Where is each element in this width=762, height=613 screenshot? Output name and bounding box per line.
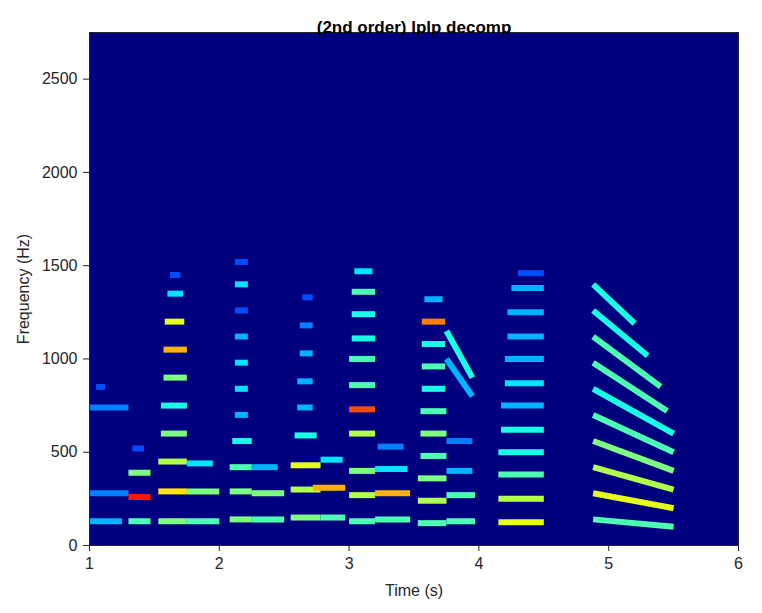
svg-text:5: 5 — [604, 555, 613, 572]
svg-text:1500: 1500 — [42, 257, 78, 274]
svg-text:4: 4 — [474, 555, 483, 572]
svg-text:1: 1 — [85, 555, 94, 572]
svg-text:0: 0 — [69, 537, 78, 554]
svg-text:500: 500 — [51, 443, 78, 460]
svg-text:2500: 2500 — [42, 70, 78, 87]
svg-text:Frequency (Hz): Frequency (Hz) — [15, 234, 32, 344]
svg-text:2000: 2000 — [42, 164, 78, 181]
svg-text:Time (s): Time (s) — [385, 582, 443, 599]
svg-text:2: 2 — [215, 555, 224, 572]
svg-text:6: 6 — [734, 555, 743, 572]
svg-text:3: 3 — [345, 555, 354, 572]
svg-text:1000: 1000 — [42, 350, 78, 367]
svg-text:(2nd order) lplp decomp: (2nd order) lplp decomp — [317, 18, 512, 37]
